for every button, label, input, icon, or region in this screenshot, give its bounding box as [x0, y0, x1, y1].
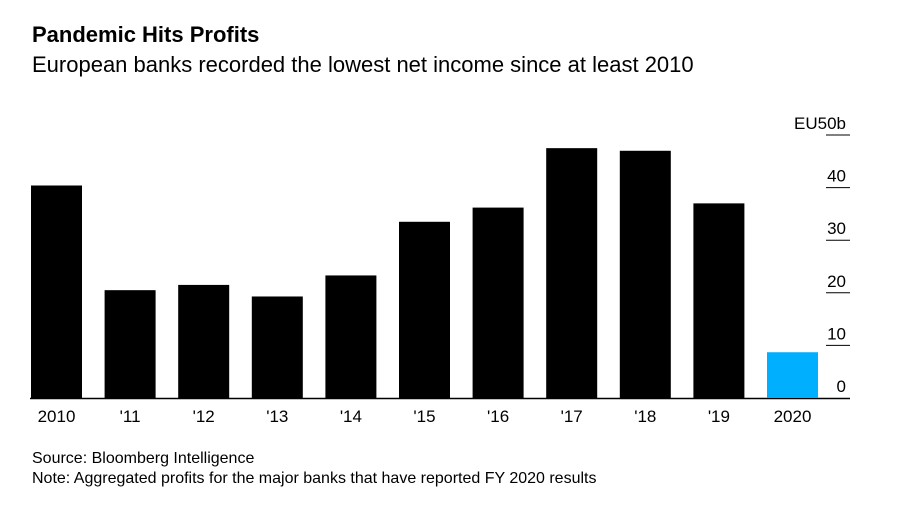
x-tick-label: '13 [266, 407, 288, 426]
x-tick-label: '19 [708, 407, 730, 426]
bar-9 [693, 203, 745, 398]
x-tick-label: '17 [561, 407, 583, 426]
y-tick-label: 20 [827, 272, 846, 291]
x-tick-label: '16 [487, 407, 509, 426]
bar-7 [546, 148, 598, 398]
grid-layer [30, 134, 850, 400]
x-tick-label: '18 [634, 407, 656, 426]
y-tick-label: EU50b [794, 114, 846, 133]
footnote: Note: Aggregated profits for the major b… [32, 470, 597, 487]
bar-2 [178, 284, 230, 398]
x-axis-labels: 2010 '11 '12 '13 '14 '15 '16 '17 '18 '19 2020 [38, 407, 812, 426]
y-tick-label: 30 [827, 219, 846, 238]
x-tick-label: '11 [120, 407, 141, 426]
bar-6 [472, 207, 524, 398]
bar-3 [251, 296, 303, 398]
x-tick-label: 2010 [38, 407, 76, 426]
chart-title: Pandemic Hits Profits [32, 22, 260, 47]
x-tick-label: '12 [193, 407, 215, 426]
y-tick-label: 40 [827, 167, 846, 186]
y-tick-label: 0 [837, 377, 846, 396]
bar-chart: 2010 '11 '12 '13 '14 '15 '16 '17 '18 '19 2020 0 10 2… [30, 114, 850, 426]
bar-1 [104, 290, 156, 398]
bar-0 [31, 185, 82, 398]
bar-5 [399, 221, 450, 398]
bar-4 [325, 275, 377, 398]
x-tick-label: 2020 [774, 407, 812, 426]
y-axis-labels: 0 10 20 30 40 EU50b [794, 114, 846, 396]
chart-subtitle: European banks recorded the lowest net i… [32, 52, 694, 77]
y-tick-label: 10 [827, 324, 846, 343]
bar-8 [619, 150, 671, 398]
x-tick-label: '15 [413, 407, 435, 426]
source-note: Source: Bloomberg Intelligence [32, 450, 255, 467]
x-tick-label: '14 [340, 407, 362, 426]
bar-10 [767, 352, 818, 398]
bar-layer [31, 148, 818, 398]
